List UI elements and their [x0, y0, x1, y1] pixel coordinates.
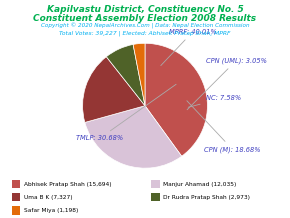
Wedge shape	[145, 43, 207, 156]
Text: Copyright © 2020 NepalArchives.Com | Data: Nepal Election Commission: Copyright © 2020 NepalArchives.Com | Dat…	[41, 23, 249, 29]
Wedge shape	[83, 57, 145, 123]
Text: Safar Miya (1,198): Safar Miya (1,198)	[24, 208, 78, 213]
Text: Total Votes: 39,227 | Elected: Abhisek Pratap Shah, MPRF: Total Votes: 39,227 | Elected: Abhisek P…	[59, 31, 231, 36]
Text: Dr Rudra Pratap Shah (2,973): Dr Rudra Pratap Shah (2,973)	[163, 195, 250, 200]
Text: NC: 7.58%: NC: 7.58%	[188, 95, 241, 107]
Text: Constituent Assembly Election 2008 Results: Constituent Assembly Election 2008 Resul…	[33, 14, 257, 23]
Wedge shape	[85, 106, 182, 168]
Text: MPRF: 40.01%: MPRF: 40.01%	[161, 29, 216, 66]
Text: Uma B K (7,327): Uma B K (7,327)	[24, 195, 72, 200]
Wedge shape	[133, 43, 145, 106]
Text: Manjur Ahamad (12,035): Manjur Ahamad (12,035)	[163, 182, 236, 187]
Text: Abhisek Pratap Shah (15,694): Abhisek Pratap Shah (15,694)	[24, 182, 111, 187]
Text: CPN (UML): 3.05%: CPN (UML): 3.05%	[187, 58, 267, 110]
Text: CPN (M): 18.68%: CPN (M): 18.68%	[187, 101, 261, 153]
Text: Kapilvastu District, Constituency No. 5: Kapilvastu District, Constituency No. 5	[47, 5, 243, 14]
Text: TMLP: 30.68%: TMLP: 30.68%	[76, 84, 176, 141]
Wedge shape	[106, 44, 145, 106]
